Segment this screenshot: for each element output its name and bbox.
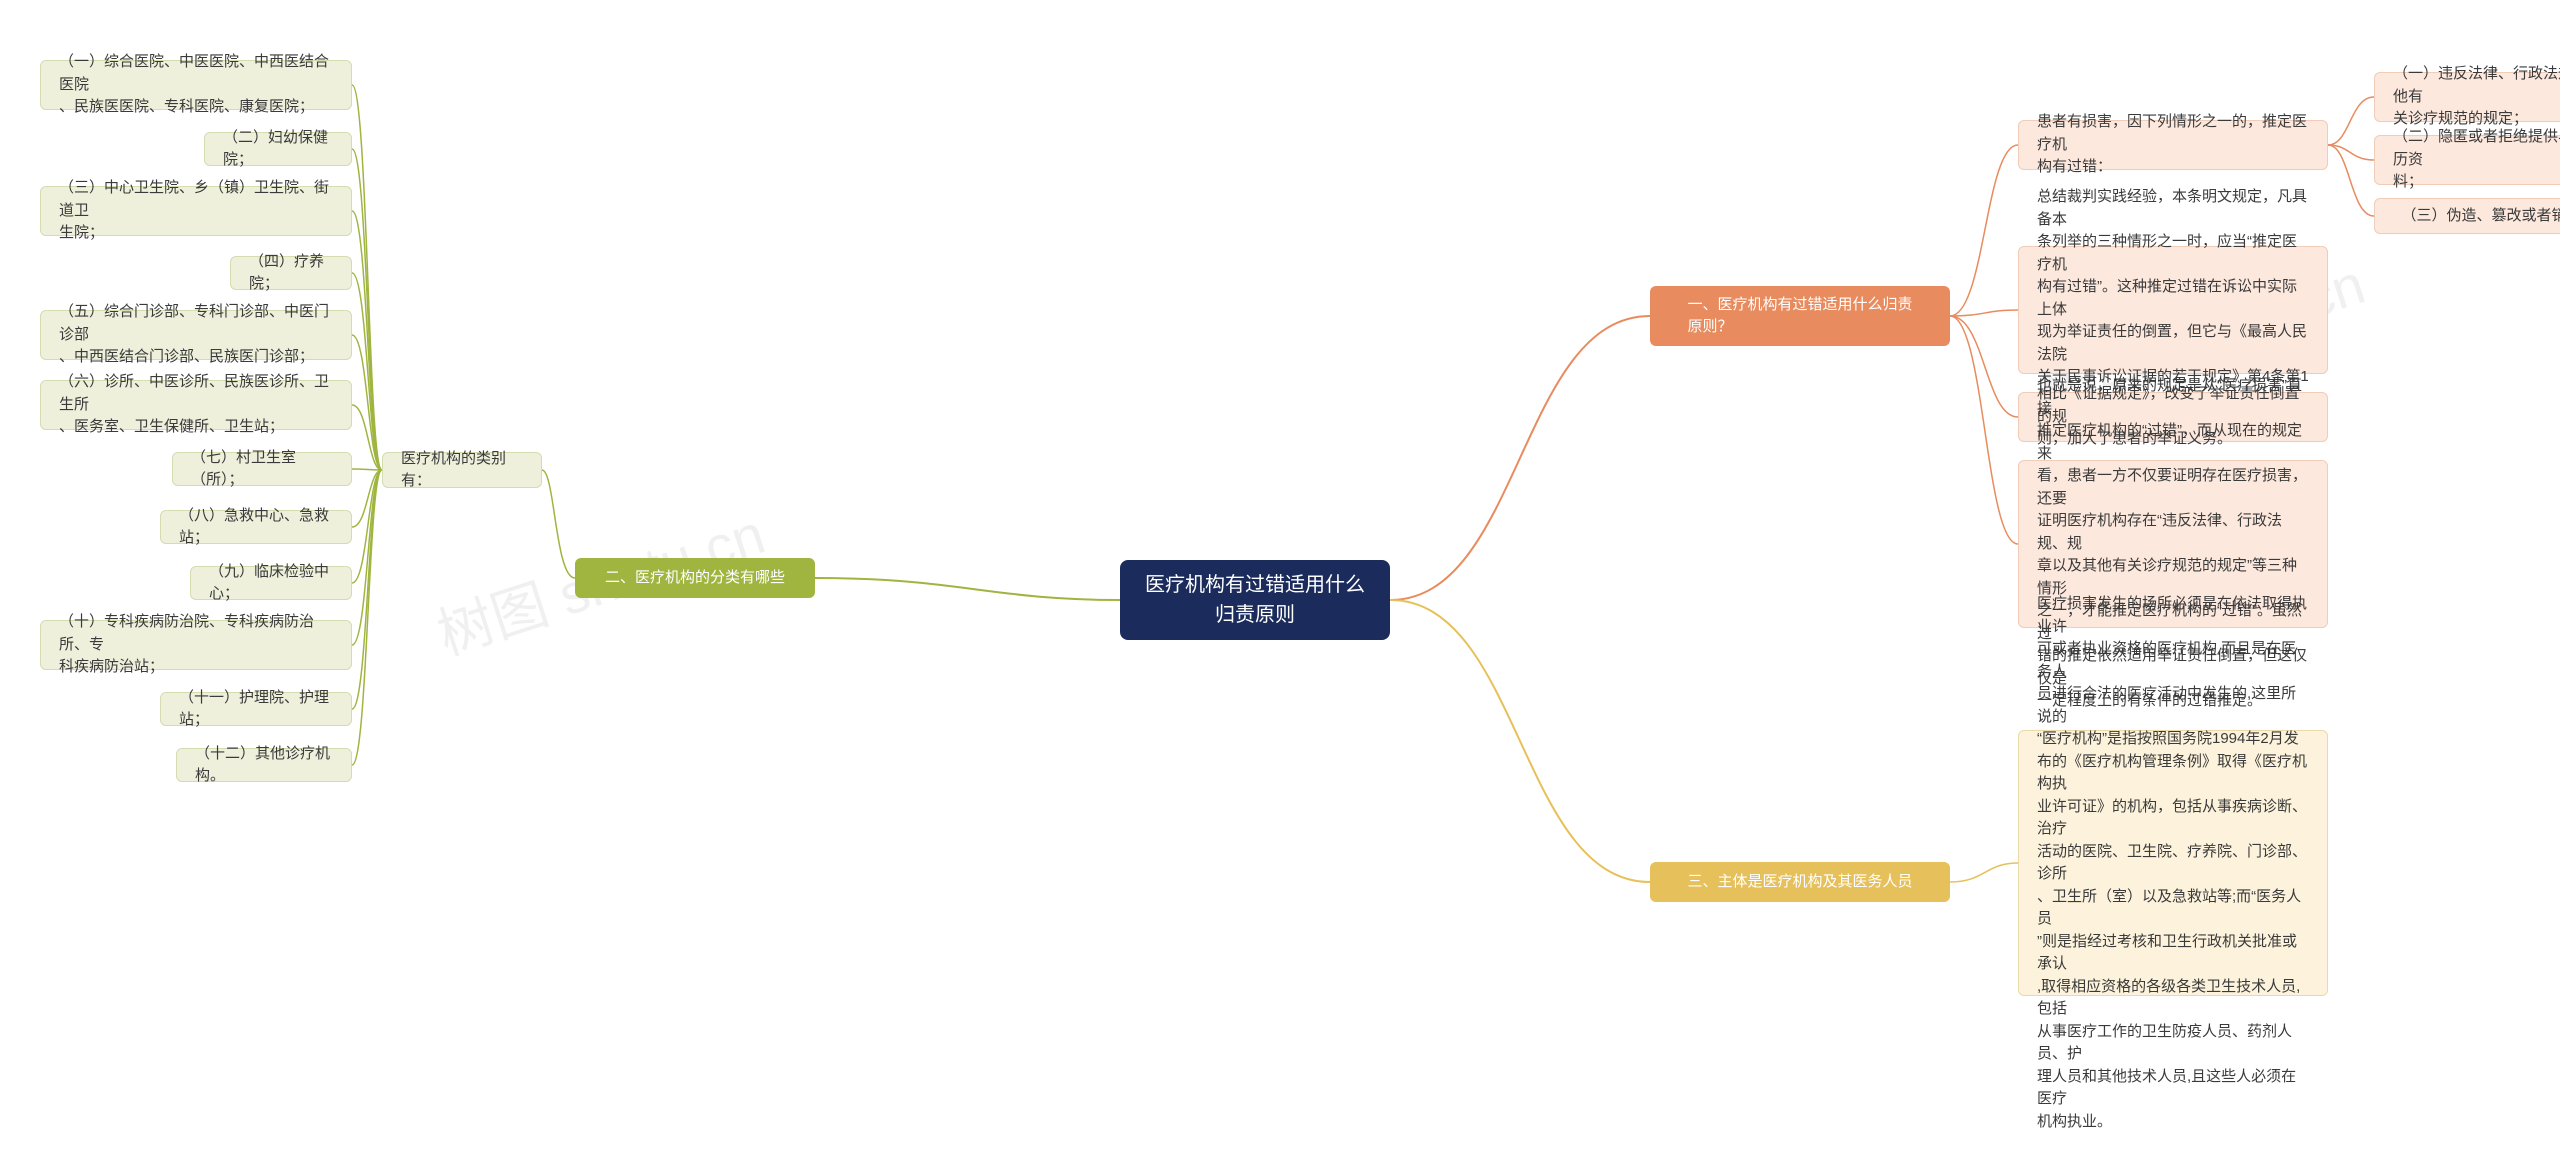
branch-1-child-1[interactable]: 患者有损害，因下列情形之一的，推定医疗机 构有过错： — [2018, 120, 2328, 170]
branch-2-leaf-7[interactable]: （七）村卫生室（所）； — [172, 452, 352, 486]
branch-2-leaf-4[interactable]: （四）疗养院； — [230, 256, 352, 290]
branch-2-leaf-10[interactable]: （十）专科疾病防治院、专科疾病防治所、专 科疾病防治站； — [40, 620, 352, 670]
branch-3-child-1[interactable]: 医疗损害发生的场所必须是在依法取得执业许 可或者执业资格的医疗机构,而且是在医务… — [2018, 730, 2328, 996]
branch-1-child-2[interactable]: 总结裁判实践经验，本条明文规定，凡具备本 条列举的三种情形之一时，应当“推定医疗… — [2018, 246, 2328, 374]
branch-1-child-1-leaf-3[interactable]: （三）伪造、篡改或者销毁病历资料。 — [2374, 198, 2560, 234]
branch-2-leaf-5[interactable]: （五）综合门诊部、专科门诊部、中医门诊部 、中西医结合门诊部、民族医门诊部； — [40, 310, 352, 360]
branch-2-child-1[interactable]: 医疗机构的类别有： — [382, 452, 542, 488]
branch-2-leaf-3[interactable]: （三）中心卫生院、乡（镇）卫生院、街道卫 生院； — [40, 186, 352, 236]
branch-1-child-1-leaf-2[interactable]: （二）隐匿或者拒绝提供与纠纷有关的病历资 料； — [2374, 135, 2560, 185]
branch-3[interactable]: 三、主体是医疗机构及其医务人员 — [1650, 862, 1950, 902]
branch-2-leaf-11[interactable]: （十一）护理院、护理站； — [160, 692, 352, 726]
branch-1[interactable]: 一、医疗机构有过错适用什么归责 原则？ — [1650, 286, 1950, 346]
branch-2-leaf-2[interactable]: （二）妇幼保健院； — [204, 132, 352, 166]
branch-2-leaf-6[interactable]: （六）诊所、中医诊所、民族医诊所、卫生所 、医务室、卫生保健所、卫生站； — [40, 380, 352, 430]
branch-1-child-1-leaf-1[interactable]: （一）违反法律、行政法规、规章以及其他有 关诊疗规范的规定； — [2374, 72, 2560, 122]
center-node[interactable]: 医疗机构有过错适用什么 归责原则 — [1120, 560, 1390, 640]
branch-2-leaf-9[interactable]: （九）临床检验中心； — [190, 566, 352, 600]
branch-2[interactable]: 二、医疗机构的分类有哪些 — [575, 558, 815, 598]
branch-2-leaf-12[interactable]: （十二）其他诊疗机构。 — [176, 748, 352, 782]
branch-2-leaf-8[interactable]: （八）急救中心、急救站； — [160, 510, 352, 544]
branch-2-leaf-1[interactable]: （一）综合医院、中医医院、中西医结合医院 、民族医医院、专科医院、康复医院； — [40, 60, 352, 110]
